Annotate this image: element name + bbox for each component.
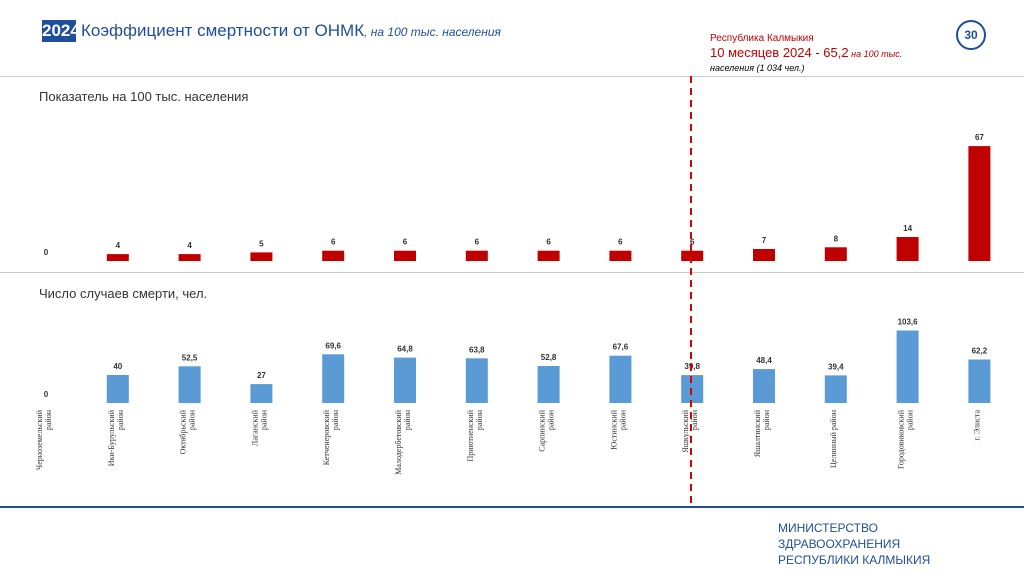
bar-rate-5 <box>394 250 416 261</box>
category-label-4: Кетченеровскийрайон <box>322 409 340 465</box>
data-label-rate-9: 6 <box>690 238 695 247</box>
category-label-3: Лаганскийрайон <box>250 409 268 446</box>
population-note: населения (1 034 чел.) <box>710 63 805 73</box>
data-label-rate-4: 6 <box>331 238 336 247</box>
bar-rate-13 <box>968 146 991 261</box>
bar-cases-4 <box>322 354 345 403</box>
data-label-rate-0: 0 <box>44 248 49 257</box>
data-label-rate-7: 6 <box>546 238 551 247</box>
ministry-name: МИНИСТЕРСТВО ЗДРАВООХРАНЕНИЯ РЕСПУБЛИКИ … <box>778 520 930 568</box>
page-number-badge: 30 <box>956 20 986 50</box>
data-label-cases-13: 62,2 <box>972 347 988 356</box>
bar-cases-8 <box>609 355 632 403</box>
category-label-12: Городовиковскийрайон <box>897 409 915 469</box>
slide-title-subtitle: , на 100 тыс. населения <box>364 25 501 39</box>
category-axis: Черноземельскийрайон Ики-Бурульскийрайон О… <box>35 409 981 474</box>
chart-title-cases: Число случаев смерти, чел. <box>39 286 208 301</box>
bar-rate-8 <box>609 250 632 261</box>
period-value-text: 10 месяцев 2024 - 65,2 <box>710 45 849 60</box>
category-label-2: Октябрьскийрайон <box>179 409 197 454</box>
region-period-value: 10 месяцев 2024 - 65,2 на 100 тыс. <box>710 45 940 62</box>
category-label-8: Юстинскийрайон <box>609 409 627 450</box>
bar-cases-6 <box>465 358 488 403</box>
category-label-0: Черноземельскийрайон <box>35 409 53 470</box>
bar-rate-9 <box>681 250 704 261</box>
category-label-13: г. Элиста <box>972 410 981 441</box>
data-label-cases-5: 64,8 <box>397 345 413 354</box>
bar-rate-7 <box>537 250 560 261</box>
bar-rate-4 <box>322 250 345 261</box>
bar-rate-11 <box>824 247 847 261</box>
bar-cases-2 <box>178 366 201 404</box>
data-label-cases-0: 0 <box>44 390 49 399</box>
per-unit-text: на 100 тыс. <box>848 49 903 59</box>
data-label-cases-2: 52,5 <box>182 353 198 362</box>
chart-cases-bars: 0 40 52,5 27 69,6 64,8 63,8 52,8 67,6 39,8 48,4 39,… <box>44 318 991 404</box>
header-divider <box>0 76 1024 77</box>
bar-rate-2 <box>178 254 201 261</box>
bar-cases-12 <box>896 330 919 403</box>
data-label-cases-7: 52,8 <box>541 353 557 362</box>
bar-rate-3 <box>250 252 273 261</box>
bar-cases-13 <box>968 359 991 403</box>
category-label-5: Малодербетовскийрайон <box>394 409 412 474</box>
region-info: Республика Калмыкия 10 месяцев 2024 - 65… <box>710 33 940 74</box>
bar-cases-7 <box>537 366 560 403</box>
category-label-11: Целинный район <box>829 409 838 468</box>
data-label-cases-11: 39,4 <box>828 362 844 371</box>
category-label-9: Яшкульскийрайон <box>681 409 699 452</box>
slide-title-main: Коэффициент смертности от ОНМК <box>81 21 365 40</box>
category-label-1: Ики-Бурульскийрайон <box>107 409 125 466</box>
bar-cases-9 <box>681 375 704 403</box>
section-divider <box>0 272 1024 273</box>
footer-line <box>0 506 1024 508</box>
category-label-6: Приютненскийрайон <box>466 409 484 461</box>
category-label-7: Сарпинскийрайон <box>538 409 556 451</box>
bar-cases-3 <box>250 384 273 403</box>
data-label-cases-3: 27 <box>257 371 266 380</box>
data-label-rate-2: 4 <box>187 241 192 250</box>
slide-title: Коэффициент смертности от ОНМК, на 100 т… <box>81 20 501 43</box>
data-label-rate-11: 8 <box>834 234 839 243</box>
data-label-cases-12: 103,6 <box>898 318 919 327</box>
data-label-rate-6: 6 <box>475 238 480 247</box>
data-label-rate-5: 6 <box>403 238 408 247</box>
chart-title-rate: Показатель на 100 тыс. населения <box>39 89 249 104</box>
data-label-rate-12: 14 <box>903 224 912 233</box>
data-label-rate-13: 67 <box>975 133 984 142</box>
region-name: Республика Калмыкия <box>710 33 814 44</box>
ministry-line-1: МИНИСТЕРСТВО <box>778 521 878 535</box>
year-badge: 2024 <box>42 20 80 42</box>
bar-rate-6 <box>465 250 488 261</box>
category-label-10: Яшалтинскийрайон <box>753 409 771 457</box>
data-label-cases-8: 67,6 <box>613 343 629 352</box>
bar-rate-10 <box>753 249 775 261</box>
bar-cases-1 <box>106 375 129 403</box>
data-label-rate-8: 6 <box>618 238 623 247</box>
bar-rate-1 <box>106 254 129 261</box>
data-label-cases-6: 63,8 <box>469 345 485 354</box>
data-label-rate-3: 5 <box>259 239 264 248</box>
ministry-line-2: ЗДРАВООХРАНЕНИЯ <box>778 537 901 551</box>
slide-header: 2024 Коэффициент смертности от ОНМК, на … <box>0 0 1024 78</box>
data-label-rate-1: 4 <box>116 241 121 250</box>
bar-rate-12 <box>896 237 919 261</box>
data-label-cases-10: 48,4 <box>756 356 772 365</box>
ministry-line-3: РЕСПУБЛИКИ КАЛМЫКИЯ <box>778 553 931 567</box>
data-label-rate-10: 7 <box>762 236 767 245</box>
bar-cases-10 <box>753 369 775 403</box>
bar-cases-5 <box>394 357 416 403</box>
data-label-cases-1: 40 <box>113 362 122 371</box>
bar-cases-11 <box>824 375 847 403</box>
data-label-cases-4: 69,6 <box>325 341 341 350</box>
data-label-cases-9: 39,8 <box>684 362 700 371</box>
